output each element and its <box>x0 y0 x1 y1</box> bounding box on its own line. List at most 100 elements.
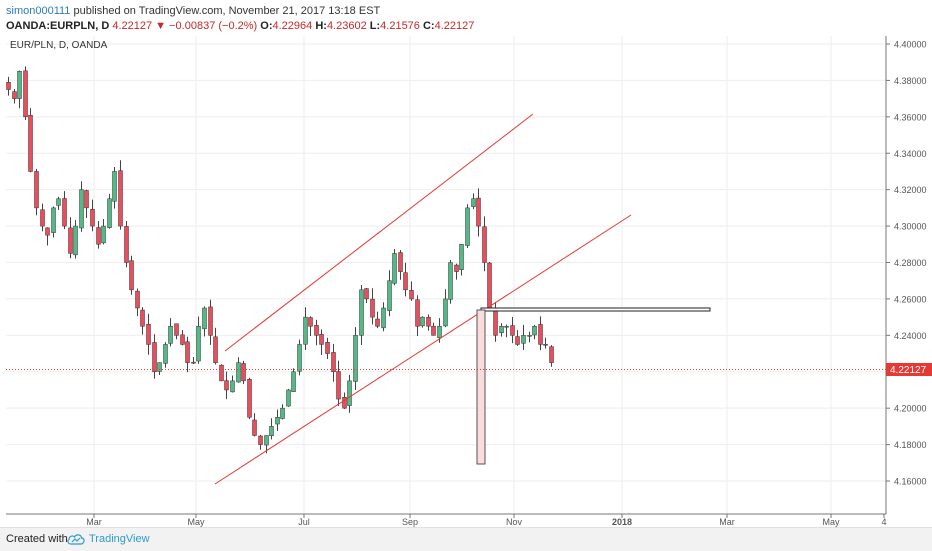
down-arrow-icon: ▼ <box>155 20 167 32</box>
candle-body <box>532 325 537 336</box>
candle-body <box>62 198 67 227</box>
candle-body <box>196 325 201 362</box>
symbol-label[interactable]: OANDA:EURPLN, D <box>6 20 110 32</box>
price-chart[interactable]: 4.40000 4.38000 4.36000 4.34000 4.32000 4.300… <box>0 0 932 527</box>
candle-body <box>185 341 190 363</box>
candle-body <box>387 280 392 311</box>
channel-upper-line[interactable] <box>224 113 534 352</box>
candle-body <box>247 379 252 418</box>
y-tick-label: 4.38000 <box>894 76 927 86</box>
candle-body <box>236 362 241 383</box>
candle-body <box>543 344 548 346</box>
candle-body <box>140 309 145 327</box>
candle-body <box>152 342 157 372</box>
candle-body <box>375 318 380 327</box>
candle-body <box>275 417 280 425</box>
candle-body <box>409 290 414 300</box>
candle-body <box>303 316 308 345</box>
candle-body <box>213 336 218 363</box>
candle-body <box>308 317 313 327</box>
candle-body <box>415 299 420 327</box>
x-tick-label: May <box>187 517 205 527</box>
candlestick-series <box>6 66 554 454</box>
candle-body <box>342 397 347 409</box>
close-label: C: <box>422 20 435 32</box>
candle-body <box>23 70 28 118</box>
candle-body <box>90 209 95 227</box>
drawing-tools <box>214 113 711 485</box>
footer-bar: Created with TradingView <box>0 527 932 551</box>
candle-body <box>331 352 336 372</box>
candle-body <box>437 325 442 338</box>
candle-body <box>476 197 481 227</box>
candle-body <box>504 325 509 328</box>
candle-body <box>264 435 269 446</box>
chart-title: EUR/PLN, D, OANDA <box>10 40 108 51</box>
author-link[interactable]: simon000111 <box>6 5 71 17</box>
candle-body <box>392 253 397 284</box>
candle-body <box>487 262 492 309</box>
candle-body <box>510 325 515 336</box>
candle-body <box>493 309 498 336</box>
candle-body <box>291 371 296 392</box>
candle-body <box>168 325 173 344</box>
x-tick-label: Mar <box>86 517 102 527</box>
ohlc-legend: OANDA:EURPLN, D 4.22127 ▼ −0.00837 (−0.2… <box>6 19 474 33</box>
candle-body <box>297 344 302 372</box>
low-label: L: <box>369 20 381 32</box>
y-tick-label: 4.28000 <box>894 258 927 268</box>
candle-body <box>79 189 84 229</box>
candle-body <box>269 426 274 436</box>
candle-body <box>314 325 319 336</box>
candle-body <box>208 306 213 336</box>
candle-body <box>538 324 543 345</box>
x-tick-label: Mar <box>719 517 735 527</box>
candle-body <box>230 380 235 393</box>
close-value: 4.22127 <box>434 20 475 32</box>
time-axis[interactable]: Mar May Jul Sep Nov 2018 Mar May 4 <box>86 514 887 527</box>
candle-body <box>353 335 358 382</box>
candle-body <box>56 198 61 206</box>
candle-body <box>364 288 369 300</box>
channel-lower-line[interactable] <box>214 214 632 485</box>
open-value: 4.22964 <box>272 20 313 32</box>
candle-body <box>454 264 459 272</box>
candle-body <box>549 346 554 363</box>
candle-body <box>157 362 162 372</box>
tradingview-cloud-icon <box>67 534 85 545</box>
candle-body <box>129 260 134 291</box>
y-tick-label: 4.34000 <box>894 149 927 159</box>
candle-body <box>12 91 17 99</box>
candle-body <box>34 171 39 209</box>
candle-body <box>359 289 364 336</box>
resistance-box[interactable] <box>480 307 711 312</box>
candle-body <box>101 225 106 244</box>
candle-body <box>443 298 448 327</box>
publish-text: published on TradingView.com, November 2… <box>73 5 381 17</box>
drop-box[interactable] <box>476 309 486 465</box>
y-tick-label: 4.30000 <box>894 222 927 232</box>
candle-body <box>146 324 151 345</box>
x-tick-label: 2018 <box>612 517 632 527</box>
y-tick-label: 4.20000 <box>894 404 927 414</box>
candle-body <box>219 364 224 382</box>
y-tick-label: 4.32000 <box>894 185 927 195</box>
candle-body <box>107 198 112 228</box>
y-tick-label: 4.18000 <box>894 440 927 450</box>
candle-body <box>112 171 117 202</box>
candle-body <box>84 190 89 209</box>
created-with-label: Created with <box>6 533 68 545</box>
candle-body <box>471 198 476 207</box>
candle-body <box>515 336 520 345</box>
y-tick-label: 4.24000 <box>894 331 927 341</box>
tradingview-brand-link[interactable]: TradingView <box>89 533 150 545</box>
change-value: −0.00837 (−0.2%) <box>169 20 258 32</box>
candle-body <box>403 272 408 291</box>
price-axis[interactable]: 4.40000 4.38000 4.36000 4.34000 4.32000 4.300… <box>886 40 927 487</box>
x-tick-label: Jul <box>298 517 310 527</box>
candle-body <box>28 115 33 172</box>
publish-info: simon000111 published on TradingView.com… <box>6 4 380 18</box>
candle-body <box>73 225 78 256</box>
candle-body <box>174 323 179 336</box>
candle-body <box>398 252 403 272</box>
